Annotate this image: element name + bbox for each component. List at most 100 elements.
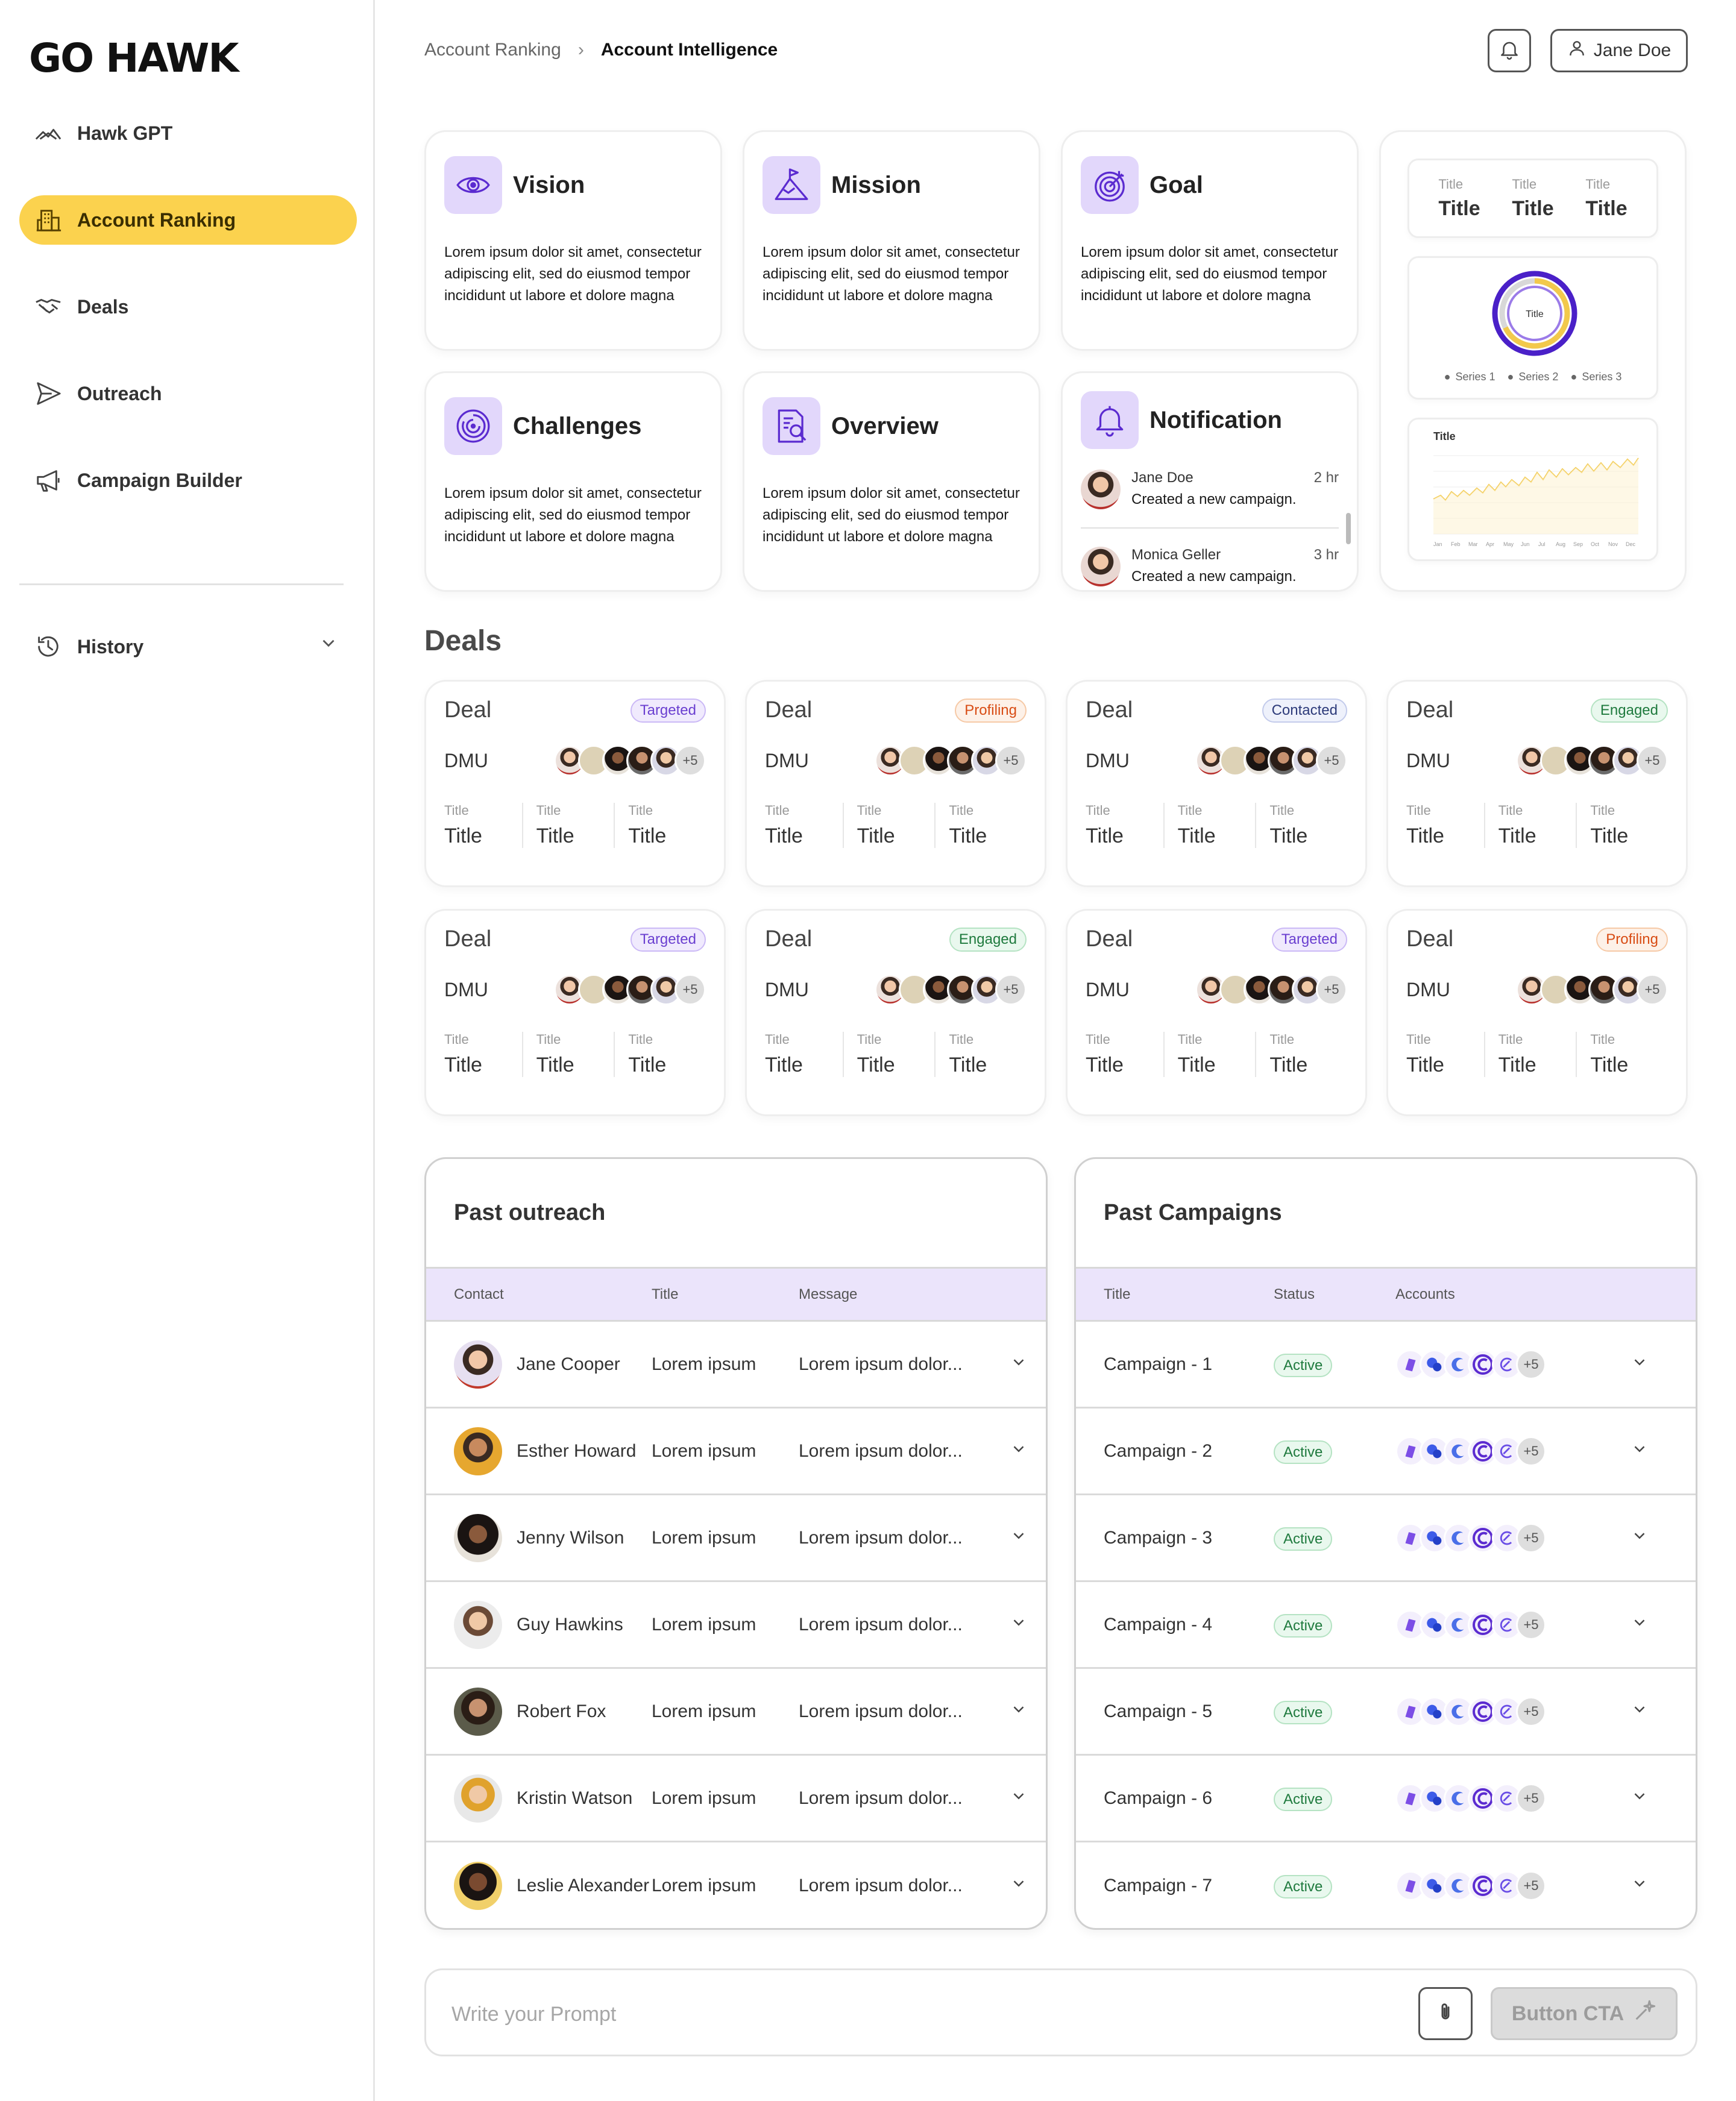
breadcrumb-item[interactable]: Account Ranking [424,40,561,60]
stat-label: Title [1438,176,1464,192]
more-avatars-count[interactable]: +5 [995,974,1027,1005]
chevron-down-icon[interactable] [1010,1874,1028,1897]
chevron-down-icon[interactable] [1010,1353,1028,1376]
column-header[interactable]: Contact [454,1286,504,1302]
table-row[interactable]: Campaign - 1 Active +5 [1076,1322,1696,1409]
more-accounts-count[interactable]: +5 [1516,1349,1546,1380]
table-row[interactable]: Kristin Watson Lorem ipsum Lorem ipsum d… [426,1756,1046,1842]
deal-card[interactable]: Deal Targeted DMU +5 Title Title Title Titl… [424,909,726,1116]
sidebar-item-account-ranking[interactable]: Account Ranking [19,195,357,245]
table-row[interactable]: Esther Howard Lorem ipsum Lorem ipsum do… [426,1409,1046,1495]
more-accounts-count[interactable]: +5 [1516,1871,1546,1901]
deal-card[interactable]: Deal Profiling DMU +5 Title Title Title Tit… [745,680,1046,887]
deal-stat: Title Title [1163,803,1256,848]
more-avatars-count[interactable]: +5 [1637,974,1668,1005]
chevron-down-icon[interactable] [1631,1527,1649,1550]
avatar-stack[interactable]: +5 [554,745,706,776]
avatar-stack[interactable]: +5 [875,974,1027,1005]
notification-item[interactable]: Monica Geller Created a new campaign. 3 … [1081,547,1339,586]
chevron-down-icon[interactable] [1010,1440,1028,1463]
sidebar-item-outreach[interactable]: Outreach [19,369,357,418]
more-accounts-count[interactable]: +5 [1516,1609,1546,1640]
more-avatars-count[interactable]: +5 [675,745,706,776]
avatar-stack[interactable]: +5 [1516,745,1668,776]
deal-card[interactable]: Deal Targeted DMU +5 Title Title Title Titl… [1066,909,1367,1116]
prompt-input[interactable] [451,1993,1356,2035]
deal-card[interactable]: Deal Engaged DMU +5 Title Title Title Title… [1386,680,1688,887]
hawk-icon [33,118,64,149]
table-row[interactable]: Campaign - 5 Active +5 [1076,1669,1696,1756]
message-cell: Lorem ipsum dolor... [799,1527,963,1548]
more-avatars-count[interactable]: +5 [675,974,706,1005]
x-tick-label: Feb [1451,541,1461,547]
stat-value: Title [949,1054,987,1076]
column-header[interactable]: Status [1274,1286,1315,1302]
table-row[interactable]: Guy Hawkins Lorem ipsum Lorem ipsum dolo… [426,1582,1046,1669]
table-row[interactable]: Campaign - 7 Active +5 [1076,1842,1696,1928]
more-avatars-count[interactable]: +5 [1316,974,1347,1005]
title-cell: Lorem ipsum [652,1354,756,1374]
avatar-stack[interactable]: +5 [554,974,706,1005]
chevron-down-icon[interactable] [318,633,339,658]
more-accounts-count[interactable]: +5 [1516,1696,1546,1727]
chevron-down-icon[interactable] [1010,1787,1028,1810]
table-row[interactable]: Jane Cooper Lorem ipsum Lorem ipsum dolo… [426,1322,1046,1409]
sidebar-item-history[interactable]: History [19,622,357,671]
table-row[interactable]: Campaign - 3 Active +5 [1076,1495,1696,1582]
stat-label: Title [628,1032,653,1047]
more-accounts-count[interactable]: +5 [1516,1436,1546,1466]
avatar-stack[interactable]: +5 [875,745,1027,776]
column-header[interactable]: Title [1104,1286,1131,1302]
card-body: Lorem ipsum dolor sit amet, consectetur … [1081,244,1338,304]
deal-card[interactable]: Deal Contacted DMU +5 Title Title Title Tit… [1066,680,1367,887]
chevron-down-icon[interactable] [1631,1353,1649,1376]
deal-card[interactable]: Deal Targeted DMU +5 Title Title Title Titl… [424,680,726,887]
table-row[interactable]: Campaign - 2 Active +5 [1076,1409,1696,1495]
notifications-button[interactable] [1488,29,1531,72]
table-row[interactable]: Jenny Wilson Lorem ipsum Lorem ipsum dol… [426,1495,1046,1582]
avatar-stack[interactable]: +5 [1195,745,1347,776]
column-header[interactable]: Message [799,1286,858,1302]
more-avatars-count[interactable]: +5 [1637,745,1668,776]
chevron-down-icon[interactable] [1631,1440,1649,1463]
scrollbar[interactable] [1346,513,1351,544]
sidebar-item-deals[interactable]: Deals [19,282,357,331]
chevron-down-icon[interactable] [1010,1527,1028,1550]
column-header[interactable]: Accounts [1395,1286,1455,1302]
cta-button[interactable]: Button CTA [1491,1987,1678,2040]
chevron-down-icon[interactable] [1631,1613,1649,1636]
chevron-down-icon[interactable] [1631,1874,1649,1897]
line-chart: Title Jan Feb Mar Apr May Jun Jul Aug Sep Oct Nov D… [1407,418,1658,561]
chevron-down-icon[interactable] [1631,1700,1649,1723]
deal-card[interactable]: Deal Profiling DMU +5 Title Title Title Tit… [1386,909,1688,1116]
avatar [947,974,978,1005]
deal-card[interactable]: Deal Engaged DMU +5 Title Title Title Title… [745,909,1046,1116]
more-avatars-count[interactable]: +5 [1316,745,1347,776]
user-menu-button[interactable]: Jane Doe [1550,29,1688,72]
sidebar-item-hawk-gpt[interactable]: Hawk GPT [19,108,357,158]
stat-label: Title [1590,803,1615,818]
status-cell: Active [1274,1353,1395,1377]
more-avatars-count[interactable]: +5 [995,745,1027,776]
table-row[interactable]: Robert Fox Lorem ipsum Lorem ipsum dolor… [426,1669,1046,1756]
column-header[interactable]: Title [652,1286,679,1302]
notification-item[interactable]: Jane Doe Created a new campaign. 2 hr [1081,470,1339,509]
avatar-stack[interactable]: +5 [1195,974,1347,1005]
x-tick-label: May [1503,541,1514,547]
stat-value: Title [628,1054,667,1076]
chevron-down-icon[interactable] [1631,1787,1649,1810]
avatar-stack[interactable]: +5 [1516,974,1668,1005]
attach-button[interactable] [1418,1987,1473,2040]
avatar [454,1862,502,1910]
more-accounts-count[interactable]: +5 [1516,1783,1546,1814]
chevron-down-icon[interactable] [1010,1700,1028,1723]
table-row[interactable]: Campaign - 6 Active +5 [1076,1756,1696,1842]
table-row[interactable]: Campaign - 4 Active +5 [1076,1582,1696,1669]
legend-series-1: Series 1 [1444,371,1495,383]
chevron-down-icon[interactable] [1010,1613,1028,1636]
message-cell: Lorem ipsum dolor... [799,1440,963,1461]
stat-value: Title [857,1054,895,1076]
table-row[interactable]: Leslie Alexander Lorem ipsum Lorem ipsum… [426,1842,1046,1928]
more-accounts-count[interactable]: +5 [1516,1522,1546,1553]
sidebar-item-campaign-builder[interactable]: Campaign Builder [19,456,357,505]
